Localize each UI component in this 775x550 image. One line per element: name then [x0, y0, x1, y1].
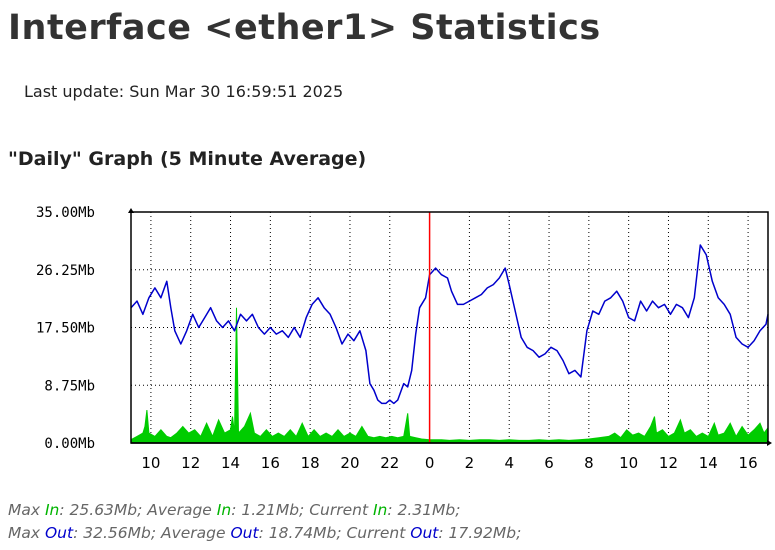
x-tick-label: 10: [141, 454, 160, 472]
page-title: Interface <ether1> Statistics: [8, 8, 601, 48]
y-tick-label: 0.00Mb: [44, 436, 95, 452]
x-tick-label: 6: [544, 454, 554, 472]
stats-out-max-value: : 32.56Mb;: [73, 524, 161, 542]
stats-in-cur-value: : 2.31Mb;: [387, 501, 461, 519]
stats-in-max-value: : 25.63Mb;: [59, 501, 148, 519]
in-word: In: [216, 501, 232, 519]
y-tick-label: 17.50Mb: [36, 321, 95, 337]
x-tick-label: 18: [301, 454, 320, 472]
out-line: [130, 244, 769, 405]
plot-frame: [128, 208, 772, 446]
in-series: [130, 307, 769, 444]
in-area: [130, 307, 769, 444]
in-word: In: [372, 501, 388, 519]
x-tick-label: 2: [465, 454, 475, 472]
x-tick-label: 16: [739, 454, 758, 472]
daily-traffic-graph: 0.00Mb 8.75Mb 17.50Mb 26.25Mb 35.00Mb 10 12 14…: [36, 205, 772, 472]
y-axis-arrow: [128, 208, 134, 213]
x-tick-label: 22: [380, 454, 399, 472]
y-tick-label: 35.00Mb: [36, 205, 95, 221]
x-tick-label: 10: [619, 454, 638, 472]
out-word: Out: [44, 524, 74, 542]
y-tick-label: 8.75Mb: [44, 378, 95, 394]
x-axis-ticks: 10 12 14 16 18 20 22 0 2 4 6 8 10 12 14 16: [141, 454, 757, 472]
x-tick-label: 14: [221, 454, 240, 472]
y-tick-label: 26.25Mb: [36, 263, 95, 279]
x-tick-label: 16: [261, 454, 280, 472]
x-tick-label: 12: [659, 454, 678, 472]
grid-lines: [131, 212, 768, 443]
in-word: In: [44, 501, 60, 519]
stats-in-line: Max In: 25.63Mb; Average In: 1.21Mb; Cur…: [8, 501, 461, 519]
plot-border: [130, 211, 769, 444]
stats-in-cur-label: Current: [309, 501, 373, 519]
stats-out-cur-label: Current: [346, 524, 411, 542]
stats-out-avg-value: : 18.74Mb;: [258, 524, 347, 542]
stats-in-max-label: Max: [8, 501, 45, 519]
x-tick-label: 4: [504, 454, 514, 472]
last-update-text: Last update: Sun Mar 30 16:59:51 2025: [24, 82, 344, 101]
x-tick-label: 12: [181, 454, 200, 472]
stats-out-max-label: Max: [8, 524, 45, 542]
x-tick-label: 0: [425, 454, 435, 472]
y-axis-ticks: 0.00Mb 8.75Mb 17.50Mb 26.25Mb 35.00Mb: [36, 205, 95, 452]
out-word: Out: [410, 524, 439, 542]
stats-out-line: Max Out: 32.56Mb; Average Out: 18.74Mb; …: [8, 524, 521, 542]
x-tick-label: 20: [340, 454, 359, 472]
x-axis-arrow: [767, 440, 772, 446]
x-tick-label: 8: [584, 454, 594, 472]
stats-out-cur-value: : 17.92Mb;: [438, 524, 522, 542]
out-word: Out: [230, 524, 259, 542]
x-tick-label: 14: [699, 454, 718, 472]
stats-in-avg-value: : 1.21Mb;: [231, 501, 310, 519]
stats-in-avg-label: Average: [147, 501, 217, 519]
graph-heading: "Daily" Graph (5 Minute Average): [8, 148, 367, 170]
out-series: [130, 244, 769, 405]
stats-out-avg-label: Average: [160, 524, 231, 542]
